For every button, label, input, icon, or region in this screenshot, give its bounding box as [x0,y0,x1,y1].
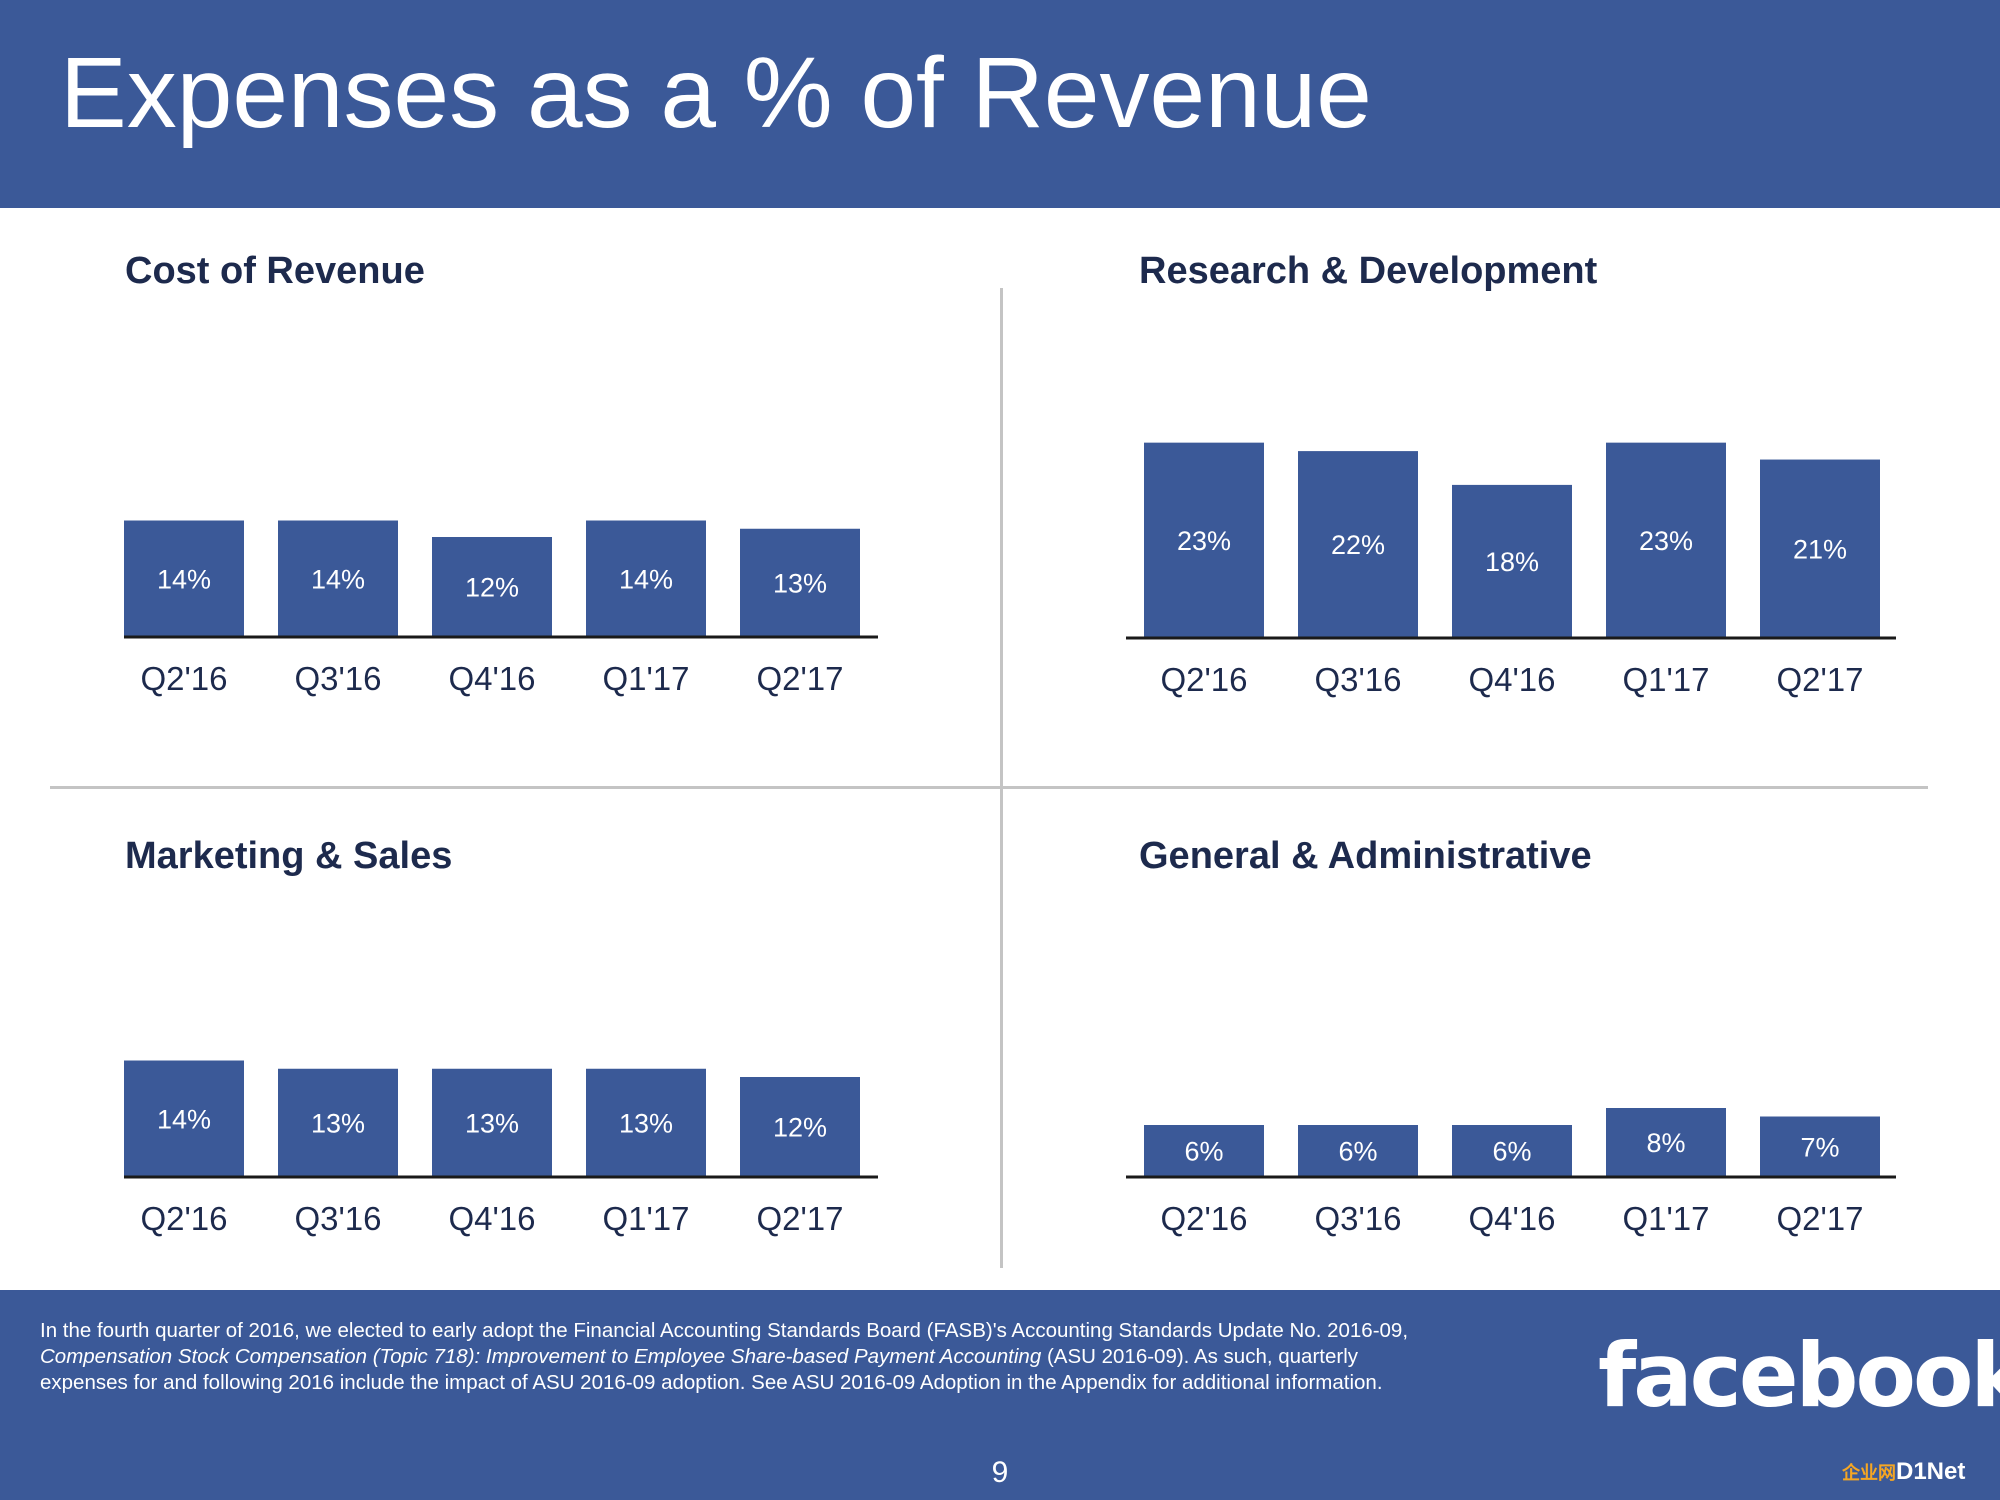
cost-of-revenue-bar-q1-17 [586,520,706,636]
marketing-sales-tick-label-q3-16: Q3'16 [294,1200,381,1237]
general-administrative-tick-label-q4-16: Q4'16 [1468,1200,1555,1237]
horizontal-divider [50,786,1928,789]
general-administrative-value-label-q3-16: 6% [1338,1137,1377,1167]
chart-marketing-sales: 14% Q2'16 13% Q3'16 13% Q4'16 13% Q1'17 12% Q2'17 [124,1060,878,1237]
cost-of-revenue-value-label-q3-16: 14% [311,564,365,594]
footnote: In the fourth quarter of 2016, we electe… [40,1318,1580,1396]
general-administrative-bar-q1-17 [1606,1108,1726,1176]
research-development-tick-label-q2-16: Q2'16 [1160,661,1247,698]
marketing-sales-value-label-q2-16: 14% [157,1104,211,1134]
footnote-line-3: expenses for and following 2016 include … [40,1371,1383,1394]
cost-of-revenue-tick-label-q4-16: Q4'16 [448,660,535,697]
cost-of-revenue-bar-q2-17 [740,528,860,636]
marketing-sales-tick-label-q4-16: Q4'16 [448,1200,535,1237]
footnote-italic-title: Compensation Stock Compensation (Topic 7… [40,1345,1042,1368]
chart-title-cost-of-revenue: Cost of Revenue [125,250,425,292]
page-number: 9 [991,1456,1009,1489]
research-development-bar-q2-17 [1760,459,1880,637]
research-development-bar-q4-16 [1452,484,1572,637]
marketing-sales-bar-q2-17 [740,1077,860,1176]
research-development-value-label-q2-17: 21% [1793,534,1847,564]
research-development-tick-label-q4-16: Q4'16 [1468,661,1555,698]
general-administrative-tick-label-q2-17: Q2'17 [1776,1200,1863,1237]
general-administrative-bar-q3-16 [1298,1125,1418,1176]
chart-cost-of-revenue: 14% Q2'16 14% Q3'16 12% Q4'16 14% Q1'17 13% Q2'17 [124,520,878,697]
vertical-divider [1000,288,1003,1268]
research-development-tick-label-q2-17: Q2'17 [1776,661,1863,698]
research-development-bar-q2-16 [1144,442,1264,637]
cost-of-revenue-tick-label-q2-16: Q2'16 [140,660,227,697]
marketing-sales-tick-label-q1-17: Q1'17 [602,1200,689,1237]
cost-of-revenue-tick-label-q2-17: Q2'17 [756,660,843,697]
general-administrative-tick-label-q1-17: Q1'17 [1622,1200,1709,1237]
general-administrative-value-label-q1-17: 8% [1646,1128,1685,1158]
marketing-sales-value-label-q1-17: 13% [619,1108,673,1138]
cost-of-revenue-bar-q4-16 [432,537,552,636]
marketing-sales-value-label-q4-16: 13% [465,1108,519,1138]
general-administrative-bar-q4-16 [1452,1125,1572,1176]
cost-of-revenue-value-label-q2-17: 13% [773,568,827,598]
cost-of-revenue-bar-q3-16 [278,520,398,636]
chart-general-administrative: 6% Q2'16 6% Q3'16 6% Q4'16 8% Q1'17 7% Q2'17 [1126,1108,1896,1237]
general-administrative-value-label-q2-16: 6% [1184,1137,1223,1167]
marketing-sales-value-label-q3-16: 13% [311,1108,365,1138]
marketing-sales-bar-q2-16 [124,1060,244,1176]
research-development-value-label-q1-17: 23% [1639,526,1693,556]
cost-of-revenue-value-label-q2-16: 14% [157,564,211,594]
footnote-line-1: In the fourth quarter of 2016, we electe… [40,1319,1409,1342]
research-development-bar-q3-16 [1298,451,1418,637]
general-administrative-bar-q2-17 [1760,1116,1880,1176]
cost-of-revenue-value-label-q4-16: 12% [465,573,519,603]
marketing-sales-bar-q1-17 [586,1068,706,1176]
footer-band: In the fourth quarter of 2016, we electe… [0,1290,2000,1500]
general-administrative-value-label-q4-16: 6% [1492,1137,1531,1167]
research-development-value-label-q2-16: 23% [1177,526,1231,556]
general-administrative-tick-label-q2-16: Q2'16 [1160,1200,1247,1237]
watermark-part-1: 企业网 [1842,1463,1896,1483]
research-development-value-label-q3-16: 22% [1331,530,1385,560]
watermark-logo: 企业网D1Net [1842,1458,1965,1486]
watermark-part-2: D1Net [1896,1458,1966,1485]
cost-of-revenue-bar-q2-16 [124,520,244,636]
general-administrative-bar-q2-16 [1144,1125,1264,1176]
cost-of-revenue-tick-label-q3-16: Q3'16 [294,660,381,697]
marketing-sales-bar-q3-16 [278,1068,398,1176]
cost-of-revenue-value-label-q1-17: 14% [619,564,673,594]
footnote-line-2: (ASU 2016-09). As such, quarterly [1041,1345,1359,1368]
research-development-tick-label-q3-16: Q3'16 [1314,661,1401,698]
chart-title-marketing-sales: Marketing & Sales [125,835,453,877]
chart-title-general-administrative: General & Administrative [1139,835,1592,877]
page-title: Expenses as a % of Revenue [60,37,1372,149]
research-development-tick-label-q1-17: Q1'17 [1622,661,1709,698]
general-administrative-value-label-q2-17: 7% [1800,1132,1839,1162]
research-development-bar-q1-17 [1606,442,1726,637]
general-administrative-tick-label-q3-16: Q3'16 [1314,1200,1401,1237]
marketing-sales-tick-label-q2-17: Q2'17 [756,1200,843,1237]
chart-research-development: 23% Q2'16 22% Q3'16 18% Q4'16 23% Q1'17 21% Q2'17 [1126,442,1896,698]
research-development-value-label-q4-16: 18% [1485,547,1539,577]
chart-title-research-development: Research & Development [1139,250,1598,292]
cost-of-revenue-tick-label-q1-17: Q1'17 [602,660,689,697]
title-banner: Expenses as a % of Revenue [0,0,2000,208]
marketing-sales-tick-label-q2-16: Q2'16 [140,1200,227,1237]
facebook-logo: facebook [1598,1324,2000,1427]
marketing-sales-value-label-q2-17: 12% [773,1113,827,1143]
marketing-sales-bar-q4-16 [432,1068,552,1176]
